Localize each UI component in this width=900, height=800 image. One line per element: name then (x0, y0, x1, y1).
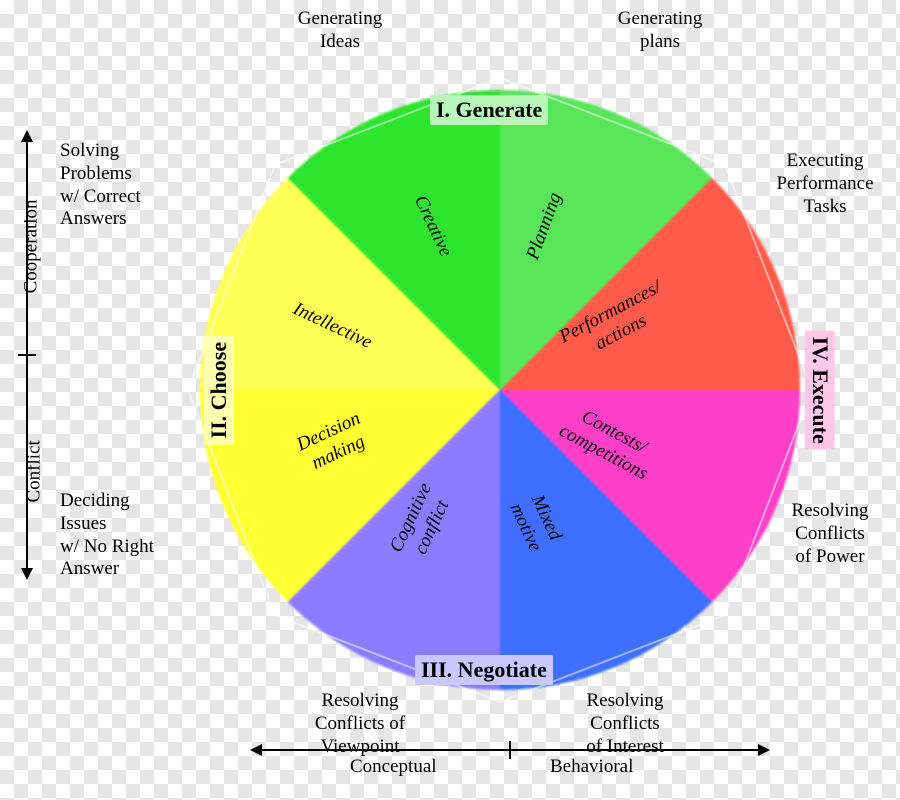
outer-label-ideas: GeneratingIdeas (260, 8, 420, 54)
axis-behavioral: Behavioral (550, 756, 633, 779)
horizontal-axis: Conceptual Behavioral (250, 740, 770, 780)
outer-label-deciding: DecidingIssuesw/ No RightAnswer (60, 490, 200, 581)
outer-label-solving: SolvingProblemsw/ CorrectAnswers (60, 140, 200, 231)
axis-cooperation: Cooperation (21, 186, 44, 306)
quadrant-right: IV. Execute (804, 331, 834, 450)
vertical-axis: Cooperation Conflict (12, 130, 42, 580)
pie-wheel (200, 90, 800, 690)
axis-conflict: Conflict (24, 426, 47, 516)
outer-label-executing: ExecutingPerformanceTasks (760, 150, 890, 218)
outer-label-plans: Generatingplans (580, 8, 740, 54)
quadrant-left: II. Choose (204, 336, 234, 445)
quadrant-top: I. Generate (430, 95, 548, 125)
outer-label-power: ResolvingConflictsof Power (770, 500, 890, 568)
quadrant-bottom: III. Negotiate (415, 655, 553, 685)
diagram-canvas: I. Generate IV. Execute III. Negotiate I… (0, 0, 900, 800)
axis-conceptual: Conceptual (350, 756, 437, 779)
